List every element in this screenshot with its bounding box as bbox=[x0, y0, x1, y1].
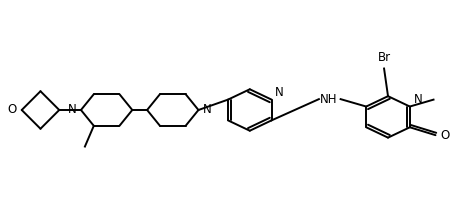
Text: Br: Br bbox=[377, 51, 390, 64]
Text: O: O bbox=[7, 104, 17, 117]
Text: NH: NH bbox=[320, 93, 338, 106]
Text: N: N bbox=[414, 93, 423, 106]
Text: N: N bbox=[275, 86, 283, 99]
Text: O: O bbox=[440, 129, 450, 142]
Text: N: N bbox=[68, 104, 77, 117]
Text: N: N bbox=[202, 104, 211, 117]
